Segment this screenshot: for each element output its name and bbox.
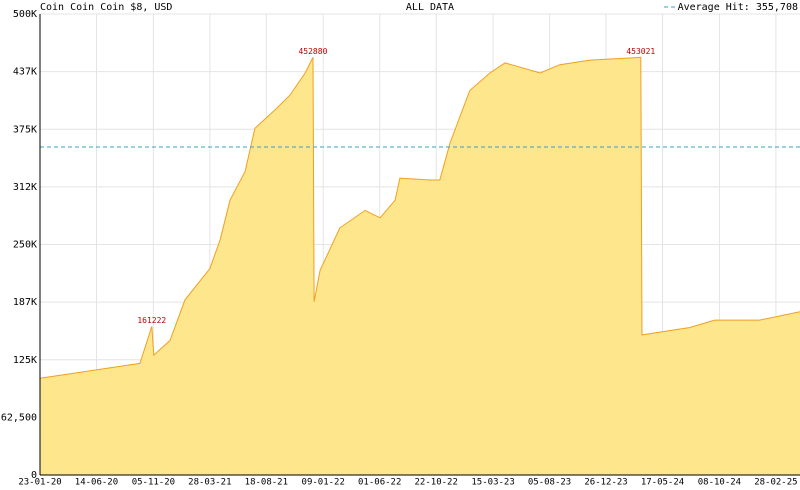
- x-tick-label: 17-05-24: [641, 478, 684, 488]
- x-tick-label: 14-06-20: [75, 478, 118, 488]
- x-tick-label: 23-01-20: [18, 478, 61, 488]
- y-tick-label: 375K: [13, 124, 37, 135]
- x-tick-label: 01-06-22: [358, 478, 401, 488]
- y-tick-label: 250K: [13, 240, 37, 251]
- value-label: 453021: [626, 47, 655, 56]
- value-label: 452880: [298, 47, 327, 56]
- value-label: 161222: [137, 316, 166, 325]
- y-tick-label: 437K: [13, 67, 37, 78]
- x-tick-label: 09-01-22: [302, 478, 345, 488]
- area: [40, 57, 800, 476]
- x-tick-label: 28-02-25: [754, 478, 797, 488]
- x-tick-label: 05-11-20: [132, 478, 175, 488]
- x-tick-label: 26-12-23: [584, 478, 627, 488]
- y-tick-label: 312K: [13, 182, 37, 193]
- y-tick-label: 187K: [13, 297, 37, 308]
- y-tick-label: 500K: [13, 9, 37, 20]
- x-tick-label: 22-10-22: [415, 478, 458, 488]
- x-tick-label: 05-08-23: [528, 478, 571, 488]
- y-tick-label: 125K: [13, 355, 37, 366]
- x-tick-label: 08-10-24: [698, 478, 741, 488]
- line: [39, 56, 800, 379]
- chart-title: Coin Coin Coin $8, USD: [40, 2, 172, 13]
- x-tick-label: 18-08-21: [245, 478, 288, 488]
- x-tick-label: 28-03-21: [188, 478, 231, 488]
- y-tick-label: 0: [31, 470, 37, 481]
- chart-subtitle: ALL DATA: [406, 2, 454, 13]
- y-tick-label: 62,500: [1, 412, 37, 423]
- x-tick-label: 15-03-23: [471, 478, 514, 488]
- legend-label: Average Hit: 355,708: [678, 2, 798, 13]
